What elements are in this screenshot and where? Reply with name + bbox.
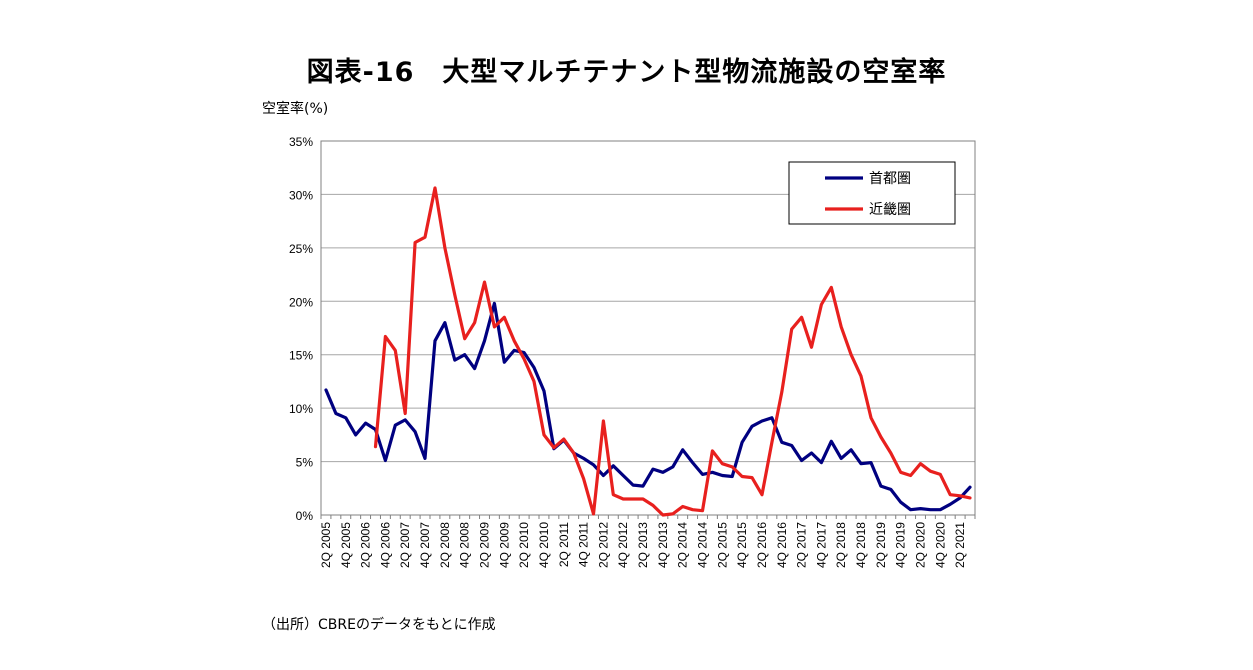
y-tick-label: 15% bbox=[289, 349, 313, 363]
x-tick-label: 4Q 2012 bbox=[616, 522, 630, 568]
x-tick-label: 2Q 2019 bbox=[874, 522, 888, 568]
y-tick-label: 35% bbox=[289, 135, 313, 149]
x-tick-label: 2Q 2010 bbox=[517, 522, 531, 568]
source-note: （出所）CBREのデータをもとに作成 bbox=[262, 617, 496, 633]
y-tick-label: 30% bbox=[289, 188, 313, 202]
x-tick-label: 2Q 2017 bbox=[795, 522, 809, 568]
x-tick-label: 2Q 2006 bbox=[359, 522, 373, 568]
y-tick-label: 25% bbox=[289, 242, 313, 256]
x-tick-label: 2Q 2014 bbox=[676, 522, 690, 568]
x-tick-label: 4Q 2009 bbox=[497, 522, 511, 568]
x-tick-label: 4Q 2018 bbox=[854, 522, 868, 568]
y-axis: 0% 5% 10% 15% 20% 25% 30% 35% bbox=[289, 135, 313, 523]
x-tick-label: 2Q 2020 bbox=[914, 522, 928, 568]
x-tick-label: 4Q 2013 bbox=[656, 522, 670, 568]
x-tick-label: 4Q 2019 bbox=[894, 522, 908, 568]
x-tick-label: 2Q 2015 bbox=[715, 522, 729, 568]
x-tick-label: 4Q 2007 bbox=[418, 522, 432, 568]
x-tick-label: 2Q 2016 bbox=[755, 522, 769, 568]
legend-box bbox=[788, 161, 956, 225]
x-tick-label: 4Q 2010 bbox=[537, 522, 551, 568]
y-axis-label: 空室率(%) bbox=[262, 101, 329, 117]
legend-label: 近畿圏 bbox=[869, 202, 911, 218]
x-axis: 2Q 2005 4Q 2005 2Q 2006 4Q 2006 2Q 2007 4Q 20… bbox=[319, 515, 976, 568]
x-tick-label: 4Q 2020 bbox=[933, 522, 947, 568]
series bbox=[324, 186, 972, 517]
x-tick-label: 2Q 2021 bbox=[953, 522, 967, 568]
x-tick-label: 2Q 2005 bbox=[319, 522, 333, 568]
chart-title: 図表-16 大型マルチテナント型物流施設の空室率 bbox=[306, 57, 947, 88]
x-tick-label: 4Q 2006 bbox=[378, 522, 392, 568]
series-line-2 bbox=[373, 186, 972, 517]
y-tick-label: 5% bbox=[296, 456, 314, 470]
x-tick-label: 2Q 2007 bbox=[398, 522, 412, 568]
x-tick-label: 4Q 2016 bbox=[775, 522, 789, 568]
y-tick-label: 20% bbox=[289, 295, 313, 309]
x-tick-label: 2Q 2012 bbox=[596, 522, 610, 568]
x-tick-label: 2Q 2008 bbox=[438, 522, 452, 568]
legend-label: 首都圏 bbox=[869, 171, 911, 187]
x-tick-label: 4Q 2015 bbox=[735, 522, 749, 568]
x-tick-label: 4Q 2017 bbox=[814, 522, 828, 568]
y-tick-label: 10% bbox=[289, 402, 313, 416]
x-tick-label: 2Q 2009 bbox=[478, 522, 492, 568]
y-tick-label: 0% bbox=[296, 509, 314, 523]
x-tick-label: 2Q 2011 bbox=[557, 522, 571, 567]
x-tick-label: 2Q 2018 bbox=[834, 522, 848, 568]
x-tick-label: 4Q 2008 bbox=[458, 522, 472, 568]
grid bbox=[321, 193, 975, 463]
series-line-1 bbox=[324, 301, 972, 512]
x-tick-label: 2Q 2013 bbox=[636, 522, 650, 568]
x-tick-label: 4Q 2005 bbox=[339, 522, 353, 568]
x-tick-label: 4Q 2014 bbox=[696, 522, 710, 568]
x-tick-label: 4Q 2011 bbox=[577, 522, 591, 567]
